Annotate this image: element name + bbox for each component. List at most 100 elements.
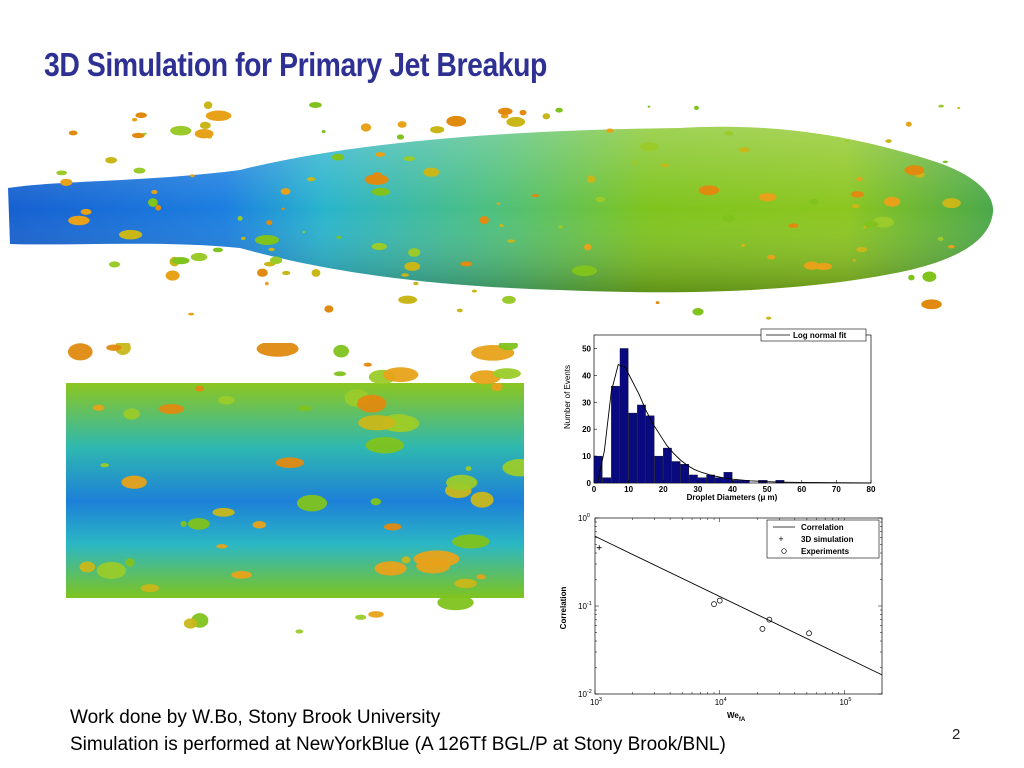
droplet [413, 281, 419, 286]
droplet [336, 236, 342, 239]
hist-bar [680, 464, 690, 484]
droplet [203, 101, 213, 110]
droplet [479, 216, 489, 225]
hist-bar [593, 455, 603, 484]
droplet [231, 570, 252, 579]
droplet [302, 231, 306, 234]
corr-legend-correlation: Correlation [801, 523, 844, 532]
droplet [368, 611, 384, 618]
droplet [212, 247, 223, 253]
droplet [401, 273, 409, 277]
droplet [723, 131, 734, 136]
droplet [331, 153, 345, 161]
droplet [60, 178, 73, 186]
droplet [885, 139, 892, 143]
hist-bar [602, 477, 612, 484]
droplet [183, 618, 198, 629]
droplet [188, 312, 195, 316]
droplet [269, 256, 283, 265]
droplet [358, 415, 396, 431]
droplet [938, 104, 944, 108]
corr-legend-experiments: Experiments [801, 547, 850, 556]
hist-xtick-label: 10 [624, 485, 633, 494]
droplet [371, 242, 387, 251]
corr-experiment-point [711, 601, 717, 607]
droplet [199, 121, 211, 130]
hist-ytick-label: 30 [582, 398, 591, 407]
hist-bar [611, 385, 620, 484]
page-number: 2 [952, 726, 961, 743]
droplet [506, 116, 526, 127]
hist-bar [671, 461, 681, 484]
corr-xtick-label: 104 [715, 697, 727, 707]
corr-experiment-point [766, 616, 773, 623]
droplet [268, 247, 275, 252]
droplet [844, 139, 850, 142]
droplet [190, 174, 195, 178]
droplet [275, 457, 305, 469]
droplet [454, 578, 477, 589]
droplet [492, 368, 521, 380]
droplet [140, 584, 160, 593]
droplet [595, 196, 606, 203]
hist-bar [697, 477, 707, 484]
droplet [100, 463, 109, 468]
droplet [131, 132, 145, 139]
droplet [370, 498, 382, 506]
hist-bar [723, 472, 733, 484]
droplet [282, 270, 291, 276]
corr-ylabel: Correlation [559, 587, 568, 630]
hist-xtick-label: 30 [693, 485, 702, 494]
droplet [498, 107, 513, 115]
hist-bar [715, 477, 724, 484]
droplet [584, 243, 592, 251]
droplet [555, 107, 563, 113]
droplet [948, 244, 955, 249]
droplet [194, 129, 214, 139]
corr-experiment-point [806, 630, 812, 637]
hist-ytick-label: 0 [587, 479, 592, 488]
droplet [437, 594, 474, 611]
droplet [257, 268, 268, 277]
credit-line-machine: Simulation is performed at NewYorkBlue (… [70, 734, 726, 755]
droplet [404, 261, 421, 271]
droplet [606, 128, 614, 133]
hist-legend: Log normal fit [760, 328, 867, 342]
droplet [281, 207, 285, 211]
corr-xlabel: WefA [727, 711, 746, 723]
droplet [660, 163, 670, 168]
droplet [280, 188, 291, 195]
droplet [722, 214, 736, 222]
droplet [396, 134, 405, 140]
plus-marker-icon: + [778, 534, 783, 544]
droplet [68, 215, 90, 226]
droplet [264, 281, 269, 286]
droplet [218, 395, 235, 405]
droplet [740, 243, 746, 247]
droplet [413, 550, 460, 568]
droplet [452, 534, 490, 549]
droplets-zoom [67, 343, 524, 634]
droplet [586, 175, 596, 184]
droplet [79, 561, 96, 573]
droplet [383, 523, 402, 531]
droplet [692, 308, 704, 316]
droplet [256, 343, 299, 357]
droplet [571, 265, 598, 277]
droplet [632, 159, 639, 166]
droplet [195, 385, 205, 392]
jet-simulation-side-view [8, 101, 994, 320]
hist-ytick-label: 40 [582, 371, 591, 380]
droplet [374, 152, 386, 157]
droplet [158, 404, 185, 414]
droplet [212, 507, 235, 517]
droplet [921, 299, 942, 310]
hist-ytick-label: 10 [582, 452, 591, 461]
droplet [295, 629, 304, 634]
corr-experiment-point [759, 625, 766, 632]
droplet [739, 147, 750, 153]
droplet [810, 198, 819, 205]
hist-bar [732, 480, 741, 484]
corr-legend-simulation: 3D simulation [801, 535, 854, 544]
droplet [698, 185, 720, 196]
